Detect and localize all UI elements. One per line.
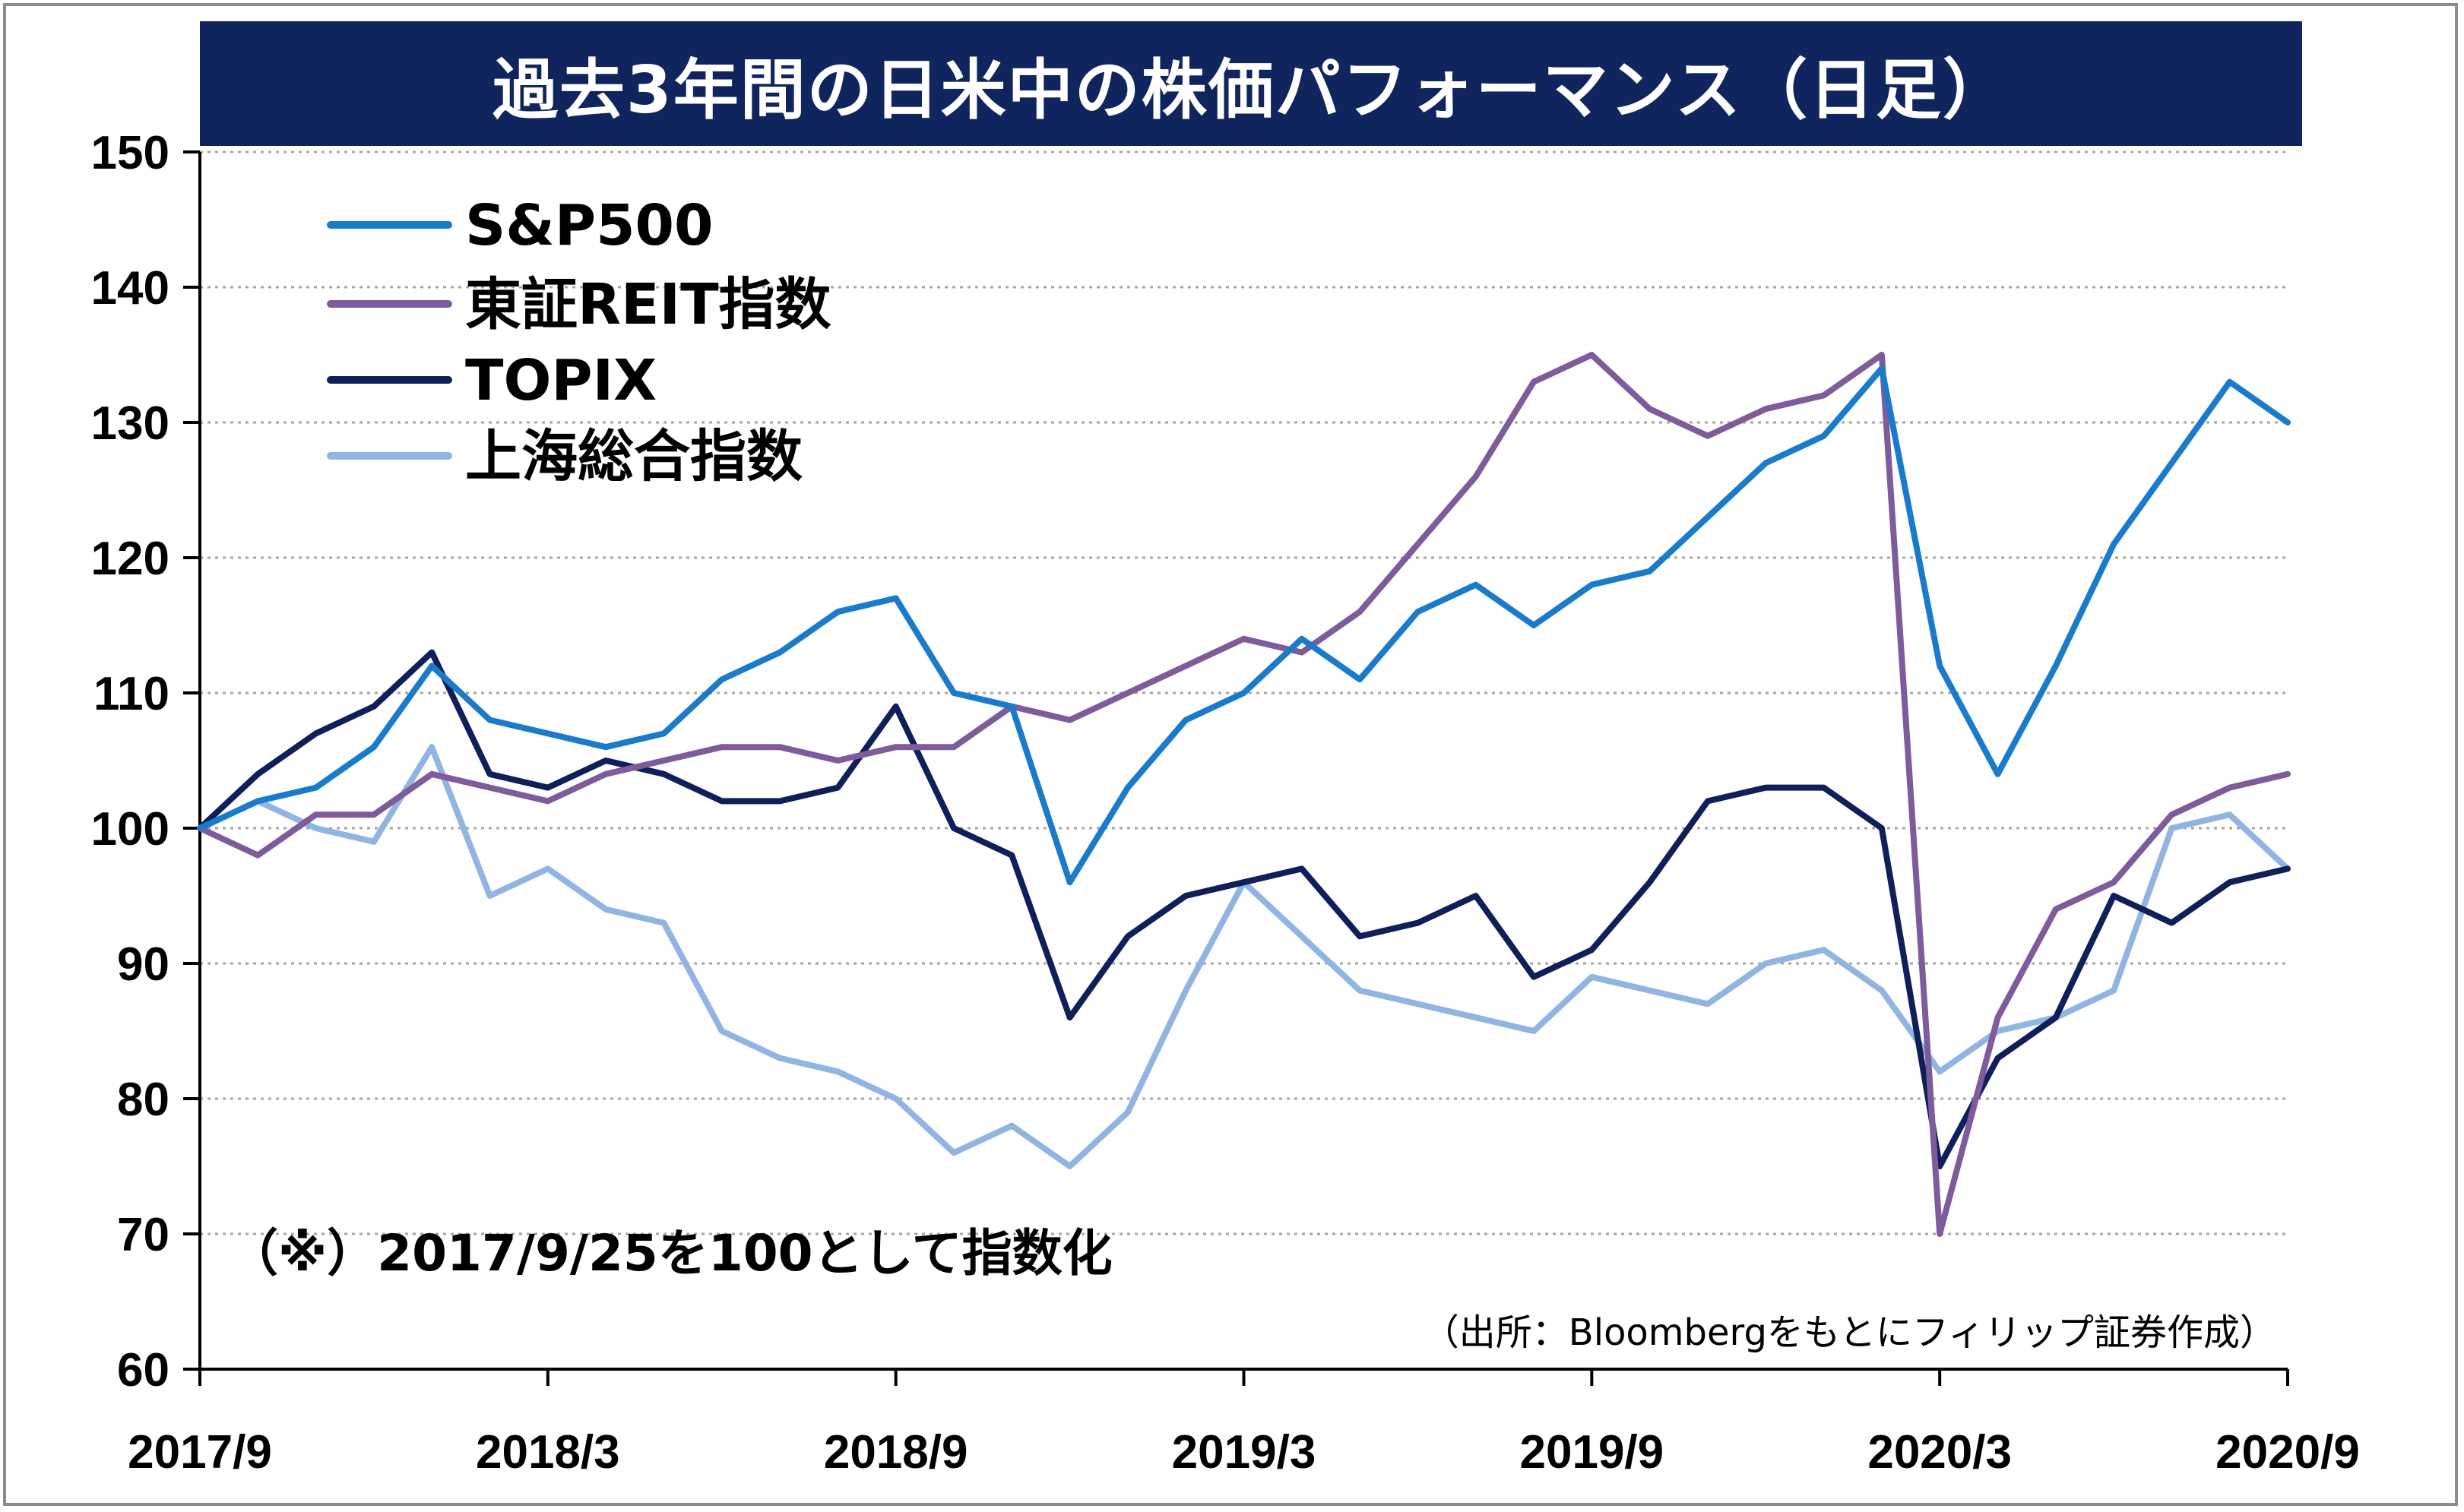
y-tick-label: 140: [91, 262, 169, 315]
series-line: [197, 365, 2291, 886]
x-tick-label: 2019/9: [1520, 1426, 1664, 1479]
y-tick-label: 60: [117, 1344, 169, 1397]
chart-title: 過去3年間の日米中の株価パフォーマンス（日足）: [492, 52, 2010, 128]
x-tick-label: 2018/3: [476, 1426, 620, 1479]
x-tick-label: 2017/9: [128, 1426, 272, 1479]
series-line: [197, 352, 2291, 1237]
legend-label: 東証REIT指数: [465, 272, 831, 337]
index-note: （※）2017/9/25を100として指数化: [228, 1224, 1113, 1283]
y-tick-label: 70: [117, 1209, 169, 1261]
y-tick-label: 90: [117, 938, 169, 991]
y-tick-labels: 60 70 80 90 100 110 120 130 140 150: [91, 127, 169, 1397]
chart-frame: [3, 3, 2458, 1506]
x-tick-label: 2018/9: [824, 1426, 968, 1479]
x-tick-label: 2019/3: [1172, 1426, 1316, 1479]
source-note: （出所：Bloombergをもとにフィリップ証券作成）: [1423, 1311, 2276, 1354]
x-tick-label: 2020/9: [2215, 1426, 2360, 1479]
axes: [183, 150, 2289, 1386]
legend-label: TOPIX: [465, 348, 657, 413]
y-tick-label: 110: [93, 668, 169, 720]
series-line: [197, 649, 2291, 1169]
x-tick-labels: 2017/9 2018/3 2018/9 2019/3 2019/9 2020/3 2020…: [128, 1426, 2360, 1479]
y-tick-label: 100: [91, 803, 169, 856]
legend-label: 上海総合指数: [465, 424, 803, 489]
x-tick-label: 2020/3: [1867, 1426, 2012, 1479]
y-tick-label: 120: [91, 533, 169, 585]
legend-label: S&P500: [465, 193, 714, 258]
y-tick-label: 130: [91, 397, 169, 450]
y-tick-label: 150: [91, 127, 169, 179]
legend: S&P500 東証REIT指数 TOPIX 上海総合指数: [327, 193, 831, 489]
y-tick-label: 80: [117, 1074, 169, 1126]
chart-title-banner: 過去3年間の日米中の株価パフォーマンス（日足）: [200, 21, 2302, 146]
series-lines: [197, 352, 2291, 1237]
